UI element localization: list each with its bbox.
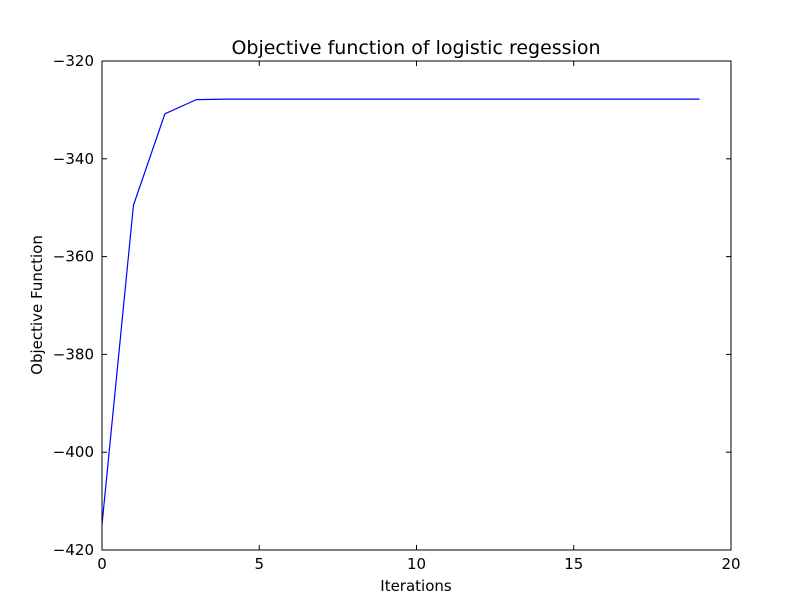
y-tick-label: −420 xyxy=(53,541,94,559)
x-tick-label: 20 xyxy=(721,555,740,573)
y-tick-label: −380 xyxy=(53,345,94,363)
y-tick-label: −320 xyxy=(53,52,94,70)
x-tick-label: 5 xyxy=(254,555,264,573)
x-tick-label: 10 xyxy=(407,555,426,573)
chart-title: Objective function of logistic regession xyxy=(231,37,600,59)
plot-area: 0 5 10 15 20 −420 −400 −380 −360 −340 −320 xyxy=(53,52,741,573)
plot-frame xyxy=(101,60,732,551)
x-tick-label: 0 xyxy=(97,555,107,573)
y-tick-label: −400 xyxy=(53,443,94,461)
x-axis-label: Iterations xyxy=(380,577,452,595)
y-tick-label: −360 xyxy=(53,248,94,266)
series-line-0 xyxy=(101,98,700,525)
y-tick-label: −340 xyxy=(53,150,94,168)
y-axis-label: Objective Function xyxy=(28,235,46,375)
x-tick-label: 15 xyxy=(564,555,583,573)
